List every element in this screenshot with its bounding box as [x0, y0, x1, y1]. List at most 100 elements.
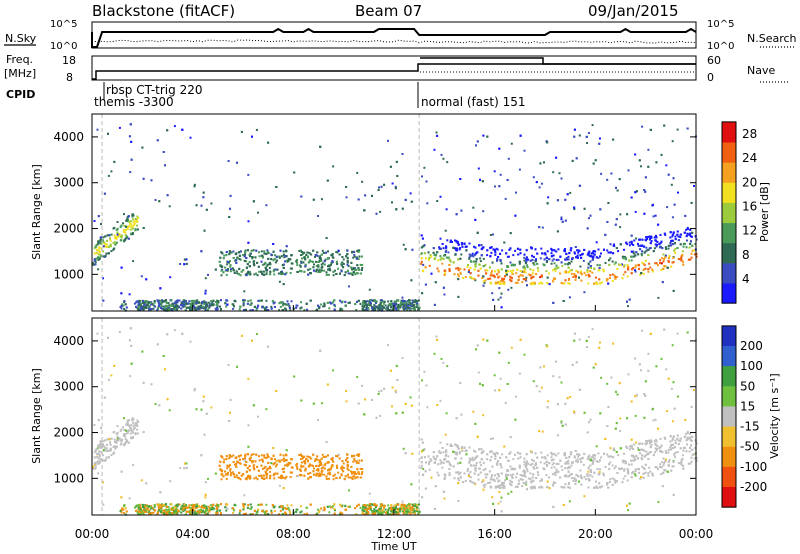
data-cell	[538, 390, 541, 393]
data-cell	[540, 182, 543, 185]
data-cell	[137, 300, 140, 303]
data-cell	[239, 462, 242, 465]
data-cell	[98, 253, 101, 256]
data-cell	[249, 299, 252, 302]
data-cell	[235, 270, 238, 273]
data-cell	[284, 249, 287, 252]
data-cell	[586, 270, 589, 273]
data-cell	[215, 513, 218, 516]
data-cell	[265, 408, 268, 411]
data-cell	[178, 299, 181, 302]
data-cell	[439, 255, 442, 258]
data-cell	[614, 275, 617, 278]
data-cell	[394, 185, 397, 188]
data-cell	[98, 256, 101, 259]
data-cell	[607, 202, 610, 204]
data-cell	[230, 455, 233, 458]
data-cell	[284, 307, 287, 310]
data-cell	[449, 241, 452, 243]
data-cell	[467, 468, 469, 470]
data-cell	[296, 264, 299, 266]
data-cell	[278, 256, 281, 259]
data-cell	[93, 259, 96, 262]
data-cell	[499, 296, 502, 299]
data-cell	[363, 305, 366, 308]
data-cell	[422, 245, 425, 248]
data-cell	[278, 280, 281, 283]
data-cell	[266, 251, 269, 253]
data-cell	[593, 253, 596, 256]
data-cell	[315, 474, 318, 477]
data-cell	[116, 228, 119, 231]
data-cell	[634, 270, 637, 273]
data-cell	[97, 444, 100, 447]
data-cell	[548, 283, 551, 286]
data-cell	[548, 476, 550, 479]
data-cell	[283, 457, 285, 460]
data-cell	[650, 240, 653, 243]
data-cell	[648, 247, 651, 250]
data-cell	[553, 267, 556, 270]
data-cell	[115, 236, 118, 239]
data-cell	[619, 430, 622, 433]
data-cell	[209, 303, 212, 306]
data-cell	[550, 456, 553, 459]
data-cell	[655, 239, 657, 242]
data-cell	[310, 253, 313, 256]
data-cell	[242, 304, 245, 307]
data-cell	[539, 162, 542, 165]
data-cell	[240, 250, 242, 253]
data-cell	[245, 257, 248, 259]
data-cell	[145, 305, 148, 308]
data-cell	[474, 218, 477, 221]
data-cell	[642, 476, 645, 479]
data-cell	[654, 447, 657, 450]
data-cell	[460, 457, 463, 460]
data-cell	[511, 277, 513, 280]
data-cell	[278, 302, 281, 305]
data-cell	[606, 278, 608, 281]
nave-label: Nave	[747, 64, 775, 77]
data-cell	[617, 250, 620, 253]
data-cell	[360, 269, 363, 271]
data-cell	[387, 343, 389, 346]
data-cell	[587, 262, 590, 265]
data-cell	[232, 257, 235, 259]
data-cell	[339, 309, 342, 312]
data-cell	[470, 260, 473, 263]
data-cell	[428, 264, 431, 267]
data-cell	[687, 258, 690, 261]
data-cell	[163, 308, 166, 311]
data-cell	[442, 286, 445, 289]
data-cell	[245, 274, 248, 277]
data-cell	[523, 268, 526, 271]
data-cell	[567, 465, 570, 468]
data-cell	[634, 269, 636, 272]
data-cell	[606, 249, 609, 252]
data-cell	[157, 300, 160, 303]
data-cell	[551, 259, 554, 262]
data-cell	[576, 256, 579, 259]
data-cell	[131, 215, 134, 218]
data-cell	[563, 282, 566, 285]
data-cell	[525, 276, 528, 279]
data-cell	[203, 229, 206, 232]
power-frame	[91, 113, 697, 312]
data-cell	[612, 252, 615, 255]
data-cell	[654, 466, 657, 469]
data-cell	[580, 273, 583, 276]
data-cell	[260, 254, 263, 257]
data-cell	[635, 251, 638, 254]
data-cell	[238, 267, 241, 270]
data-cell	[243, 259, 246, 262]
data-cell	[206, 507, 209, 510]
data-cell	[479, 257, 482, 260]
data-cell	[142, 302, 144, 304]
data-cell	[674, 235, 677, 238]
data-cell	[587, 336, 590, 338]
data-cell	[166, 308, 169, 311]
data-cell	[150, 179, 153, 182]
data-cell	[262, 273, 265, 276]
data-cell	[628, 244, 631, 247]
data-cell	[268, 470, 271, 473]
